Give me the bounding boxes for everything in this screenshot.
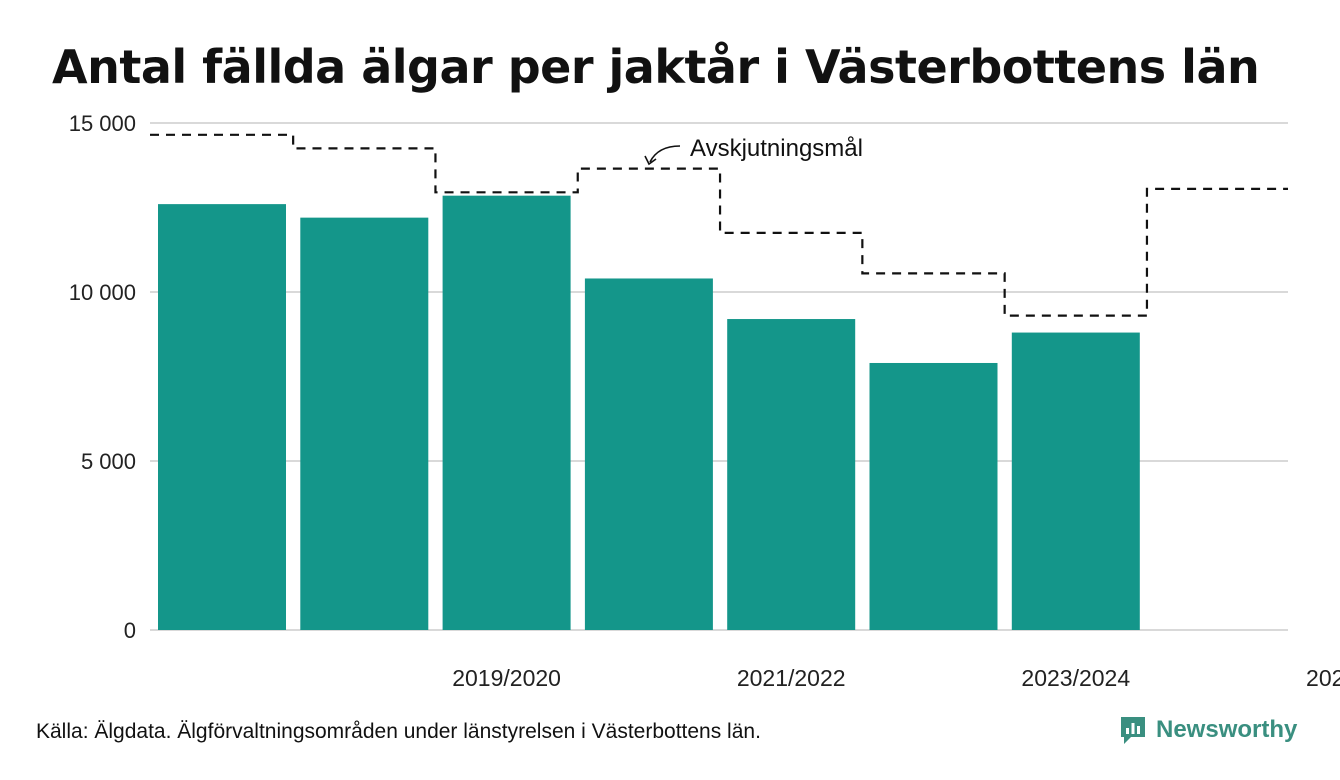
source-note: Källa: Älgdata. Älgförvaltningsområden u…: [36, 720, 761, 743]
target-step-line: [150, 133, 1288, 317]
annotation-arrowhead-icon: [644, 155, 657, 166]
y-tick-label: 10 000: [69, 280, 136, 305]
brand-name: Newsworthy: [1156, 716, 1298, 743]
y-tick-label: 5 000: [81, 449, 136, 474]
bar-2019/2020: [442, 195, 571, 631]
target-annotation: Avskjutningsmål: [644, 135, 863, 166]
x-tick-label: 2023/2024: [1021, 665, 1130, 691]
y-tick-label: 15 000: [69, 111, 136, 136]
x-tick-label: 2019/2020: [452, 665, 561, 691]
target-line-label: Avskjutningsmål: [690, 135, 863, 162]
x-tick-label: 2025/2026: [1306, 665, 1340, 691]
annotation-arrow-icon: [649, 145, 681, 163]
bar-2023/2024: [1011, 332, 1140, 630]
chart-title: Antal fällda älgar per jaktår i Västerbo…: [52, 40, 1260, 94]
bar-2020/2021: [584, 278, 713, 630]
bar-2021/2022: [727, 319, 856, 630]
bar-2018/2019: [300, 217, 429, 630]
y-tick-label: 0: [124, 618, 136, 643]
brand-logo: Newsworthy: [1118, 714, 1297, 746]
bar-2017/2018: [158, 204, 286, 630]
bar-chart-speech-bubble-icon: [1121, 717, 1145, 744]
x-tick-label: 2021/2022: [737, 665, 846, 691]
bar-2022/2023: [869, 362, 998, 630]
